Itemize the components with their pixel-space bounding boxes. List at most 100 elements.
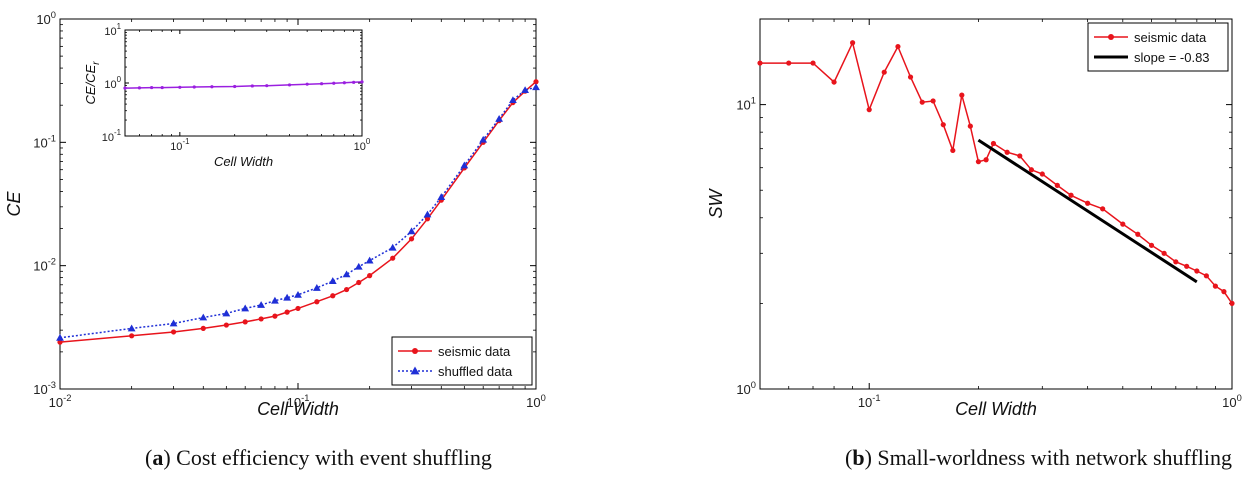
chart-b: 10-1 100 100 101 seismic data slope = -0.83 Ce…	[706, 18, 1242, 419]
chart-a-data-point	[343, 286, 350, 293]
chart-a-data-point	[356, 279, 362, 286]
chart-a-data-point	[479, 135, 488, 143]
chart-b-series-line	[977, 138, 1198, 284]
chart-a-inset-data-point	[360, 80, 364, 84]
chart-a-data-point	[330, 293, 336, 299]
chart-b-data-point	[850, 40, 856, 46]
chart-b-data-point	[810, 60, 816, 66]
chart-a-inset-data-point	[352, 80, 356, 84]
chart-b-data-point	[919, 99, 925, 105]
chart-a-data-point	[199, 313, 208, 321]
chart-a-inset-data-point	[250, 84, 254, 88]
chart-a-x-axis-label: Cell Width	[257, 399, 339, 419]
chart-a-inset-x-axis-label: Cell Width	[214, 154, 273, 169]
chart-a-inset-data-point	[210, 85, 214, 89]
chart-b-data-point	[959, 92, 965, 98]
chart-b-y-tick-label: 100	[736, 380, 756, 397]
chart-a-legend: seismic data shuffled data	[391, 336, 533, 386]
chart-a-data-point	[222, 309, 231, 317]
chart-a-data-point	[423, 210, 432, 218]
chart-a-inset-data-point	[150, 85, 154, 90]
chart-b-data-point	[1203, 273, 1209, 279]
chart-a-data-point	[354, 262, 363, 270]
chart-a-inset-data-point	[305, 82, 309, 86]
caption-b-letter: b	[852, 445, 865, 470]
chart-b-y-axis-label: SW	[706, 187, 726, 218]
caption-b-text: Small-worldness with network shuffling	[877, 445, 1233, 470]
caption-a-letter: a	[152, 445, 164, 470]
chart-b-data-point	[967, 123, 973, 129]
chart-b-data-point	[1017, 153, 1023, 159]
chart-a-data-point	[408, 236, 415, 242]
chart-b-data-point	[1229, 300, 1235, 306]
chart-b-data-point	[1148, 242, 1155, 248]
chart-b-data-point	[1212, 283, 1218, 289]
chart-a-x-tick-label: 10-1	[287, 393, 310, 410]
chart-a-data-point	[129, 333, 135, 339]
chart-a-data-point	[127, 324, 136, 332]
chart-b-data-point	[1085, 200, 1091, 206]
chart-a-inset-data-point	[192, 85, 196, 89]
chart-b-x-tick-label: 10-1	[858, 393, 881, 410]
chart-a-inset-data-point	[160, 85, 164, 90]
chart-a-y-tick-label: 10-2	[33, 257, 56, 274]
chart-b-data-point	[1004, 149, 1010, 155]
chart-a-data-point	[407, 227, 416, 235]
chart-a-data-point	[200, 325, 206, 331]
chart-a-legend-label: seismic data	[438, 344, 511, 359]
chart-b-legend-label: seismic data	[1134, 30, 1207, 45]
chart-b-data-point	[1054, 182, 1060, 188]
chart-b-series-line	[760, 40, 1233, 304]
chart-a-legend-box	[391, 336, 533, 386]
chart-b-data-point	[907, 74, 914, 80]
chart-a-data-point	[342, 270, 351, 278]
chart-b-plot-frame	[759, 18, 1233, 390]
chart-b-data-point	[1039, 171, 1045, 177]
chart-b-data-point	[786, 60, 792, 66]
chart-a-inset-x-tick-label: 100	[354, 137, 371, 153]
chart-a-y-tick-label: 10-1	[33, 133, 56, 150]
chart-a-data-point	[257, 301, 266, 308]
chart-b-data-point	[866, 107, 872, 113]
chart-a-legend-marker	[410, 366, 420, 375]
chart-a-y-axis-label: CE	[4, 191, 24, 217]
chart-a-data-point	[365, 256, 374, 264]
chart-a-inset-data-point	[319, 82, 324, 86]
chart-a-data-point	[57, 339, 63, 345]
chart-a-data-point	[424, 216, 431, 222]
chart-a-data-point	[284, 309, 290, 315]
chart-b-x-tick-label: 100	[1222, 393, 1242, 410]
chart-a-data-point	[241, 304, 250, 312]
chart-a-data-point	[258, 316, 264, 322]
chart-a-inset-x-tick-label: 10-1	[170, 137, 190, 153]
chart-b-data-point	[1194, 268, 1200, 274]
chart-b-data-point	[881, 69, 887, 75]
chart-a-x-tick-label: 10-2	[49, 393, 72, 410]
chart-b-legend: seismic data slope = -0.83	[1087, 22, 1229, 72]
chart-a-data-point	[437, 193, 446, 200]
chart-a-data-point	[509, 96, 517, 104]
chart-b-data-point	[940, 122, 946, 128]
chart-a-y-tick-label: 10-3	[33, 380, 56, 397]
chart-a-inset-data-point	[332, 81, 336, 85]
chart-a-data-point	[390, 255, 396, 261]
chart-a-inset: 10-1 100 10-1 100 101 Cell Width CE/CEr	[83, 22, 371, 169]
chart-b-legend-label: slope = -0.83	[1134, 50, 1210, 65]
chart-a-inset-y-tick-label: 100	[104, 75, 121, 91]
chart-b-data-point	[895, 43, 901, 50]
chart-a-inset-y-axis-label: CE/CEr	[83, 61, 102, 105]
chart-a-plot-frame	[59, 18, 537, 390]
chart-a-inset-data-point	[137, 86, 142, 90]
chart-a-data-point	[312, 284, 321, 291]
chart-b-data-point	[1221, 289, 1227, 295]
caption-b: (b) Small-worldness with network shuffli…	[845, 445, 1233, 470]
chart-b-x-axis-label: Cell Width	[955, 399, 1037, 419]
caption-a-text: Cost efficiency with event shuffling	[176, 445, 492, 470]
chart-a-data-point	[271, 296, 279, 304]
chart-b-data-point	[1100, 206, 1106, 212]
chart-a-inset-data-point	[342, 81, 346, 85]
chart-a-data-point	[532, 83, 540, 91]
chart-a-y-tick-label: 100	[36, 10, 56, 27]
